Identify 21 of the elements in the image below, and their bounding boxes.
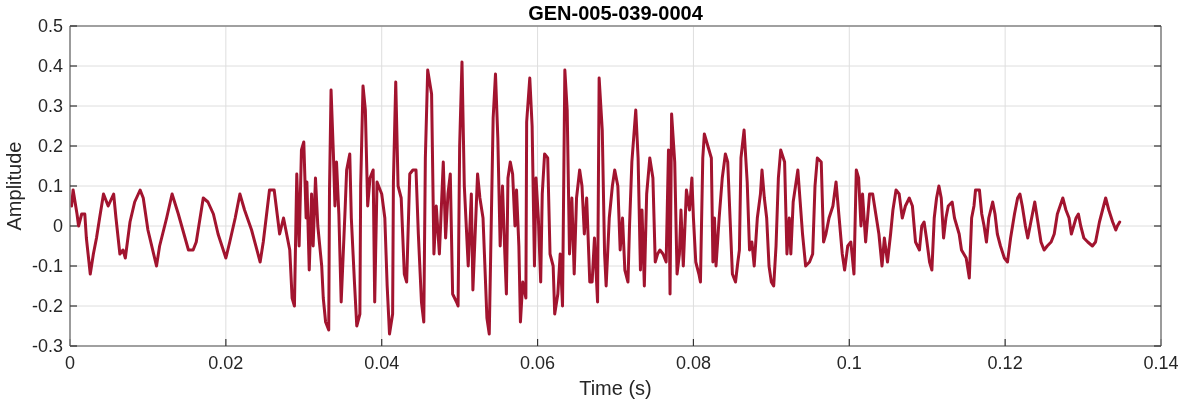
x-tick-label: 0.06 [520, 352, 556, 373]
y-tick-label: 0 [52, 216, 63, 237]
y-tick-label: 0.5 [37, 16, 63, 37]
x-tick-label: 0 [64, 352, 76, 373]
x-tick-label: 0.12 [987, 352, 1023, 373]
line-series [70, 60, 1122, 336]
x-axis-title: Time (s) [579, 377, 652, 399]
x-tick-label: 0.08 [675, 352, 711, 373]
chart-title: GEN-005-039-0004 [528, 2, 703, 24]
y-tick-label: 0.1 [37, 176, 63, 197]
y-tick-label: 0.2 [37, 136, 63, 157]
y-axis-title: Amplitude [3, 141, 25, 231]
y-tick-label: -0.2 [31, 296, 63, 317]
y-tick-label: -0.3 [31, 336, 63, 357]
x-tick-label: 0.1 [836, 352, 862, 373]
x-tick-label: 0.14 [1143, 352, 1179, 373]
y-tick-label: 0.3 [37, 96, 63, 117]
y-tick-label: 0.4 [37, 56, 63, 77]
x-tick-label: 0.04 [364, 352, 400, 373]
y-tick-label: -0.1 [31, 256, 63, 277]
x-tick-label: 0.02 [208, 352, 244, 373]
